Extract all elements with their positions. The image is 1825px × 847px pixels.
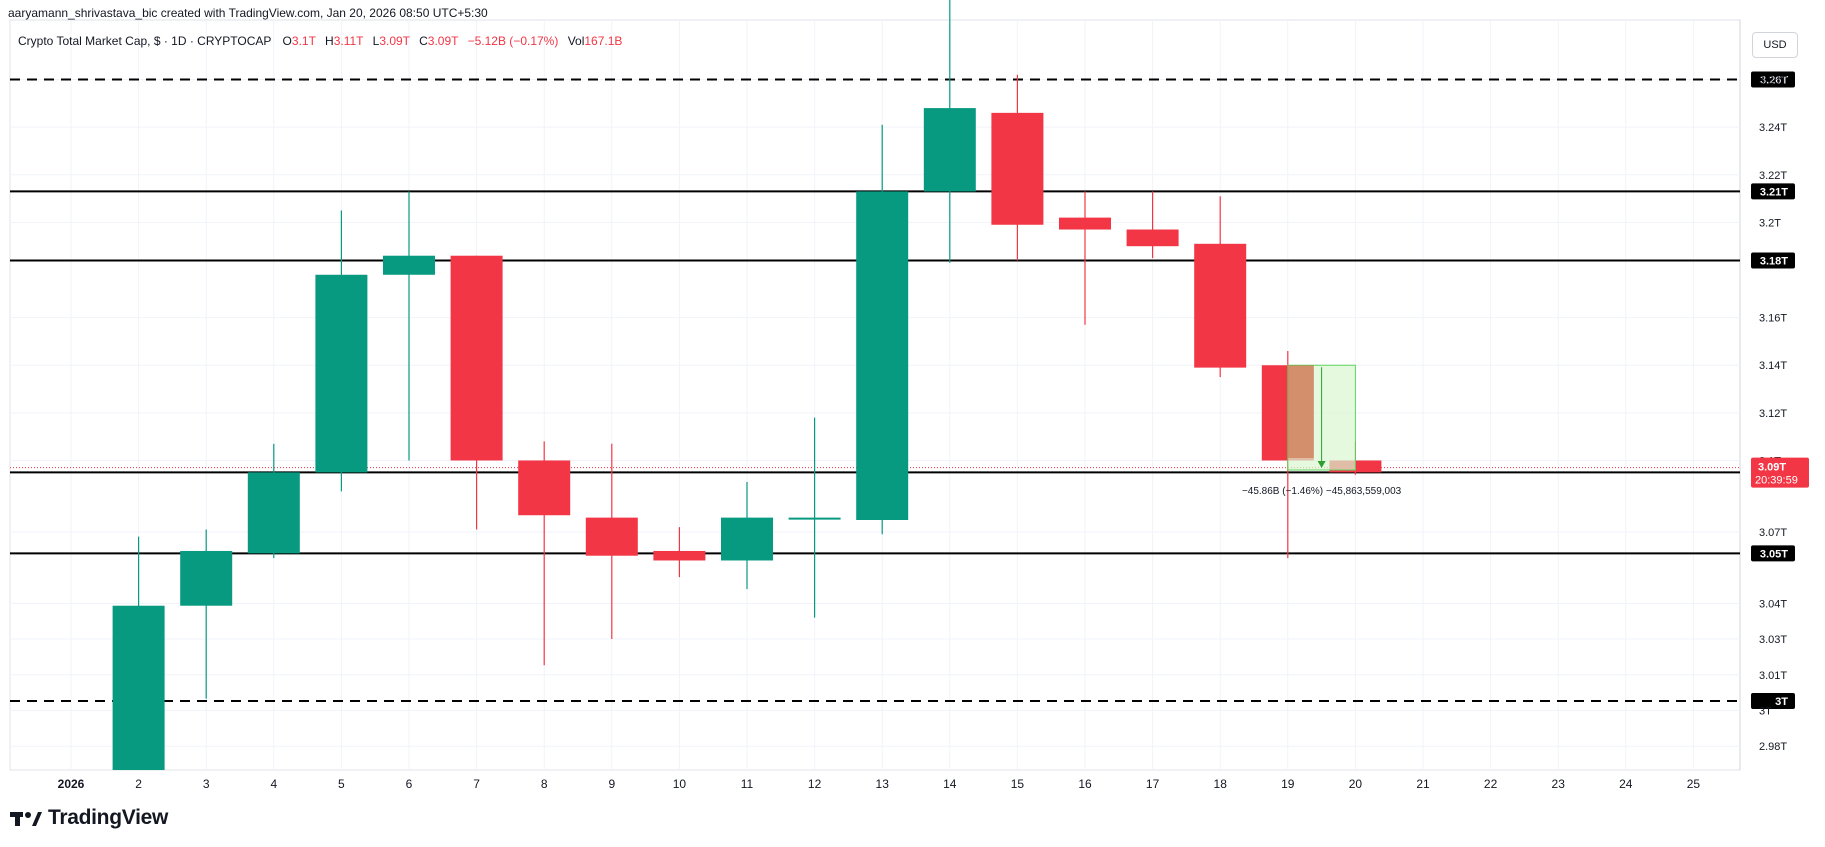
- high-label: H: [325, 34, 334, 48]
- open-label: O: [282, 34, 292, 48]
- volume-label: Vol: [567, 34, 585, 48]
- candle-body[interactable]: [991, 112, 1044, 225]
- level-label: 3T: [1775, 696, 1788, 708]
- level-label: 3.18T: [1760, 255, 1788, 267]
- x-tick-label: 4: [270, 777, 277, 791]
- x-tick-label: 20: [1349, 777, 1363, 791]
- tradingview-logo-icon: [10, 812, 42, 826]
- x-tick-label: 10: [673, 777, 687, 791]
- candle-body[interactable]: [315, 274, 368, 473]
- candle-body[interactable]: [585, 517, 638, 556]
- y-tick-label: 3T: [1759, 705, 1772, 717]
- x-tick-label: 5: [338, 777, 345, 791]
- y-tick-label: 2.98T: [1759, 741, 1787, 753]
- last-price-label: 3.09T: [1758, 462, 1786, 474]
- candles: [112, 0, 1382, 770]
- symbol-name[interactable]: Crypto Total Market Cap, $ · 1D · CRYPTO…: [18, 34, 272, 48]
- measure-overlap: [1287, 365, 1314, 458]
- countdown-label: 20:39:59: [1755, 475, 1798, 487]
- candle-body[interactable]: [383, 255, 435, 275]
- level-label: 3.21T: [1760, 186, 1788, 198]
- candle-body[interactable]: [856, 191, 909, 520]
- low-label: L: [372, 34, 380, 48]
- candle-body[interactable]: [923, 108, 976, 192]
- level-price-tag: [1751, 252, 1795, 269]
- y-tick-label: 3.01T: [1759, 670, 1787, 682]
- volume-value: 167.1B: [584, 34, 623, 48]
- y-tick-label: 3.14T: [1759, 360, 1787, 372]
- close-label: C: [419, 34, 428, 48]
- measure-arrow-head-icon: [1317, 461, 1326, 468]
- y-tick-label: 3.24T: [1759, 122, 1787, 134]
- y-tick-label: 3.03T: [1759, 634, 1787, 646]
- level-price-tag: [1751, 183, 1795, 200]
- measure-label: −45.86B (−1.46%) −45,863,559,003: [1242, 486, 1402, 497]
- candle-body[interactable]: [788, 517, 841, 520]
- x-tick-label: 23: [1552, 777, 1566, 791]
- close-value: 3.09T: [427, 34, 459, 48]
- x-tick-label: 16: [1078, 777, 1092, 791]
- y-tick-label: 3.26T: [1759, 75, 1787, 87]
- chart-credit: aaryamann_shrivastava_bic created with T…: [8, 6, 488, 20]
- level-price-tag: [1751, 71, 1795, 88]
- measure-tool: −45.86B (−1.46%) −45,863,559,003: [1242, 364, 1402, 497]
- x-tick-label: 14: [943, 777, 957, 791]
- axes: 2.98T3T3.01T3.03T3.04T3.07T3.1T3.12T3.14…: [58, 75, 1809, 791]
- candle-body[interactable]: [518, 460, 571, 516]
- x-tick-label: 3: [203, 777, 210, 791]
- x-tick-label: 8: [541, 777, 548, 791]
- candle-body[interactable]: [1126, 229, 1179, 247]
- x-tick-label: 11: [741, 777, 754, 791]
- currency-button[interactable]: USD: [1752, 32, 1798, 58]
- x-tick-label: 19: [1281, 777, 1295, 791]
- tradingview-brand: TradingView: [10, 806, 168, 830]
- y-tick-label: 3.04T: [1759, 598, 1787, 610]
- x-tick-label: 15: [1011, 777, 1025, 791]
- x-tick-label: 24: [1619, 777, 1633, 791]
- level-label: 3.26T: [1760, 75, 1788, 87]
- low-value: 3.09T: [379, 34, 410, 48]
- x-tick-label: 13: [876, 777, 890, 791]
- y-tick-label: 3.2T: [1759, 217, 1781, 229]
- x-tick-label: 18: [1214, 777, 1228, 791]
- level-price-tag: [1751, 692, 1795, 709]
- x-tick-label: 9: [608, 777, 615, 791]
- y-tick-label: 3.07T: [1759, 527, 1787, 539]
- level-price-tag: [1751, 545, 1795, 562]
- symbol-legend: Crypto Total Market Cap, $ · 1D · CRYPTO…: [18, 34, 622, 48]
- y-tick-label: 3.22T: [1759, 170, 1787, 182]
- candle-body[interactable]: [247, 472, 300, 554]
- candle-body[interactable]: [1059, 217, 1111, 230]
- x-tick-label: 12: [808, 777, 822, 791]
- y-tick-label: 3.12T: [1759, 408, 1787, 420]
- x-tick-label: 22: [1484, 777, 1498, 791]
- high-value: 3.11T: [333, 34, 364, 48]
- level-label: 3.05T: [1760, 548, 1788, 560]
- last-price-tag: [1751, 457, 1809, 488]
- candle-body[interactable]: [721, 517, 773, 561]
- x-tick-label: 2026: [58, 777, 85, 791]
- y-tick-label: 3.16T: [1759, 313, 1787, 325]
- candle-body[interactable]: [653, 550, 706, 561]
- x-tick-label: 7: [473, 777, 480, 791]
- brand-name: TradingView: [48, 806, 169, 829]
- candle-body[interactable]: [1194, 243, 1247, 368]
- x-tick-label: 6: [406, 777, 413, 791]
- candle-body[interactable]: [450, 255, 503, 461]
- candle-body[interactable]: [180, 550, 233, 606]
- change-value: −5.12B (−0.17%): [467, 34, 559, 48]
- x-tick-label: 2: [135, 777, 142, 791]
- x-tick-label: 17: [1146, 777, 1160, 791]
- open-value: 3.1T: [291, 34, 316, 48]
- x-tick-label: 21: [1416, 777, 1430, 791]
- x-tick-label: 25: [1687, 777, 1701, 791]
- candle-body[interactable]: [112, 605, 165, 770]
